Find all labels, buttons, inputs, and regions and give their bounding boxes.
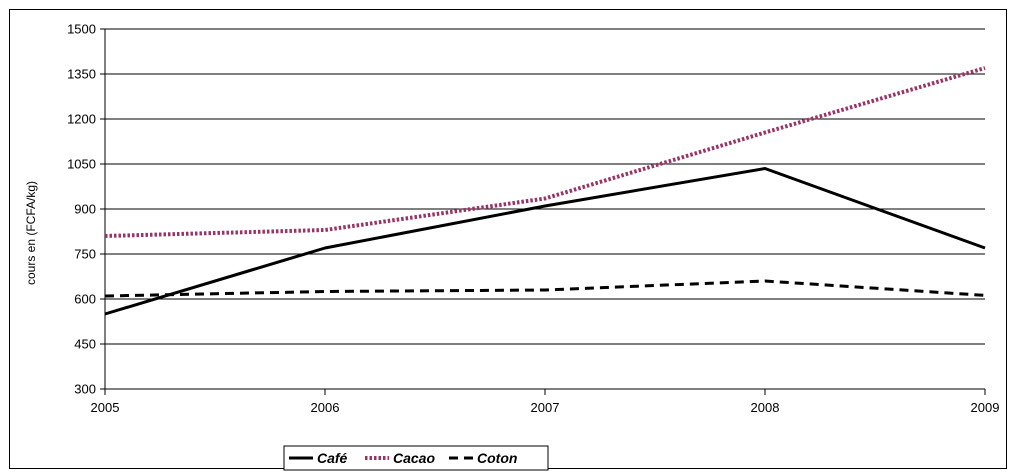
y-tick-label: 450 (74, 337, 96, 352)
legend-label: Café (317, 450, 348, 466)
y-tick-label: 1500 (67, 22, 96, 37)
x-tick-label: 2008 (751, 400, 780, 415)
gridlines (100, 28, 985, 390)
y-tick-label: 1050 (67, 157, 96, 172)
x-tick-label: 2007 (531, 400, 560, 415)
x-tick-labels: 2005 2006 2007 2008 2009 (91, 400, 1000, 415)
series-lines (104, 66, 986, 316)
y-axis-label: cours en (FCFA/kg) (24, 181, 38, 285)
x-tick-label: 2006 (311, 400, 340, 415)
x-tick-label: 2005 (91, 400, 120, 415)
legend: Café Cacao Coton (283, 445, 549, 471)
y-tick-label: 900 (74, 202, 96, 217)
y-tick-label: 600 (74, 292, 96, 307)
series-line-caf (104, 167, 986, 316)
series-line-coton (104, 279, 986, 298)
y-tick-label: 1350 (67, 67, 96, 82)
y-tick-label: 1200 (67, 112, 96, 127)
x-tick-label: 2009 (971, 400, 1000, 415)
legend-label: Coton (477, 450, 517, 466)
y-tick-label: 750 (74, 247, 96, 262)
series-line-cacao (104, 66, 986, 238)
y-tick-labels: 300 450 600 750 900 1050 1200 1350 1500 (67, 22, 96, 397)
legend-label: Cacao (393, 450, 435, 466)
legend-box (283, 445, 549, 471)
y-tick-label: 300 (74, 382, 96, 397)
axes (104, 29, 986, 395)
